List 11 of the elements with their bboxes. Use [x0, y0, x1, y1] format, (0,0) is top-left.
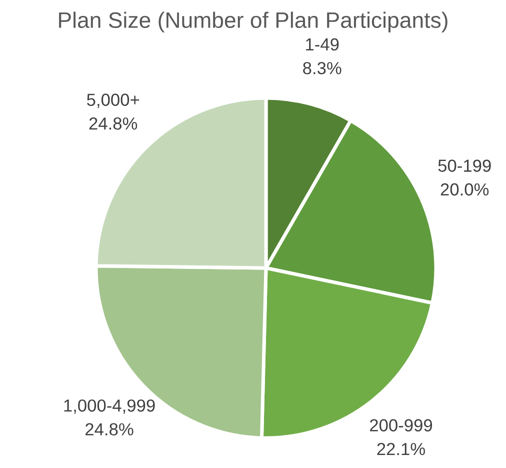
data-label: 8.3%	[303, 62, 342, 74]
chart-title: Plan Size (Number of Plan Participants)	[59, 12, 448, 32]
slice-label: 1-49	[306, 38, 339, 51]
slice-label: 200-999	[370, 419, 432, 432]
slice-label: 50-199	[438, 160, 491, 172]
data-label: 20.0%	[440, 183, 489, 196]
data-label: 24.8%	[89, 117, 138, 130]
data-label: 22.1%	[377, 442, 425, 456]
slice-label: 5,000+	[87, 94, 140, 108]
slice-label: 1,000-4,999	[64, 399, 155, 414]
data-label: 24.8%	[86, 423, 134, 436]
